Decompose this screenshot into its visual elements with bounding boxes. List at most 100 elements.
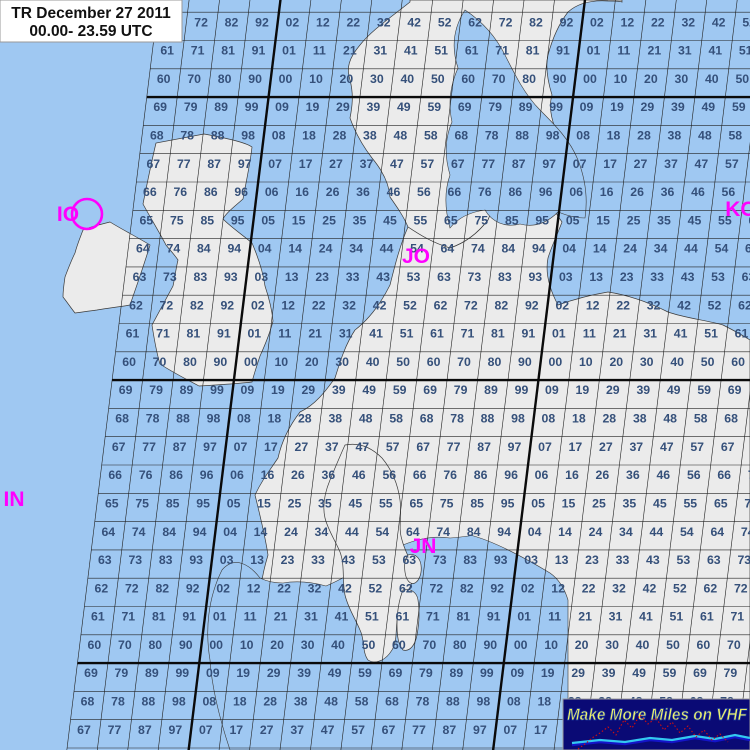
svg-text:35: 35 — [353, 213, 367, 227]
svg-text:50: 50 — [735, 72, 749, 86]
svg-text:87: 87 — [477, 440, 491, 454]
svg-text:44: 44 — [650, 525, 664, 539]
svg-text:61: 61 — [91, 610, 105, 624]
svg-text:00: 00 — [514, 638, 528, 652]
svg-text:98: 98 — [477, 695, 491, 709]
svg-text:25: 25 — [592, 496, 606, 510]
svg-text:93: 93 — [224, 270, 238, 284]
svg-text:03: 03 — [559, 270, 573, 284]
svg-text:10: 10 — [579, 355, 593, 369]
svg-text:47: 47 — [355, 440, 369, 454]
svg-text:44: 44 — [684, 242, 698, 256]
svg-text:27: 27 — [329, 157, 343, 171]
svg-text:72: 72 — [464, 298, 478, 312]
svg-text:97: 97 — [169, 723, 183, 737]
svg-text:39: 39 — [367, 100, 381, 114]
svg-text:41: 41 — [674, 327, 688, 341]
svg-text:33: 33 — [311, 553, 325, 567]
svg-text:99: 99 — [245, 100, 259, 114]
svg-text:62: 62 — [399, 581, 413, 595]
svg-text:31: 31 — [609, 610, 623, 624]
svg-text:76: 76 — [173, 185, 187, 199]
svg-text:07: 07 — [538, 440, 552, 454]
svg-text:32: 32 — [308, 581, 322, 595]
svg-text:31: 31 — [339, 327, 353, 341]
svg-text:95: 95 — [196, 496, 210, 510]
svg-text:22: 22 — [277, 581, 291, 595]
svg-text:69: 69 — [693, 666, 707, 680]
svg-text:05: 05 — [227, 496, 241, 510]
svg-text:84: 84 — [162, 525, 176, 539]
svg-text:01: 01 — [552, 327, 566, 341]
svg-text:98: 98 — [172, 695, 186, 709]
svg-text:88: 88 — [446, 695, 460, 709]
svg-text:02: 02 — [216, 581, 230, 595]
svg-text:58: 58 — [355, 695, 369, 709]
svg-text:43: 43 — [681, 270, 695, 284]
svg-text:01: 01 — [517, 610, 531, 624]
svg-text:73: 73 — [502, 0, 516, 1]
svg-text:09: 09 — [241, 383, 255, 397]
svg-text:36: 36 — [356, 185, 370, 199]
svg-text:00: 00 — [244, 355, 258, 369]
svg-text:89: 89 — [214, 100, 228, 114]
svg-text:38: 38 — [633, 412, 647, 426]
svg-text:73: 73 — [198, 0, 212, 1]
svg-text:20: 20 — [305, 355, 319, 369]
svg-text:23: 23 — [585, 553, 599, 567]
svg-text:47: 47 — [660, 440, 674, 454]
svg-text:21: 21 — [648, 44, 662, 58]
svg-text:65: 65 — [140, 213, 154, 227]
svg-text:47: 47 — [390, 157, 404, 171]
svg-text:10: 10 — [309, 72, 323, 86]
svg-text:39: 39 — [671, 100, 685, 114]
svg-text:23: 23 — [281, 553, 295, 567]
svg-text:20: 20 — [340, 72, 354, 86]
svg-text:45: 45 — [349, 496, 363, 510]
svg-text:70: 70 — [153, 355, 167, 369]
svg-text:40: 40 — [636, 638, 650, 652]
svg-text:83: 83 — [498, 270, 512, 284]
svg-text:45: 45 — [383, 213, 397, 227]
svg-text:71: 71 — [156, 327, 170, 341]
svg-text:51: 51 — [670, 610, 684, 624]
svg-text:50: 50 — [431, 72, 445, 86]
svg-text:26: 26 — [596, 468, 610, 482]
svg-text:70: 70 — [118, 638, 132, 652]
svg-text:52: 52 — [708, 298, 722, 312]
svg-text:74: 74 — [741, 525, 750, 539]
svg-text:99: 99 — [549, 100, 563, 114]
svg-text:85: 85 — [166, 496, 180, 510]
svg-text:37: 37 — [290, 723, 304, 737]
svg-text:79: 79 — [454, 383, 468, 397]
svg-text:99: 99 — [515, 383, 529, 397]
svg-text:32: 32 — [647, 298, 661, 312]
svg-text:06: 06 — [535, 468, 549, 482]
svg-text:67: 67 — [77, 723, 91, 737]
svg-text:60: 60 — [157, 72, 171, 86]
svg-text:28: 28 — [637, 129, 651, 143]
svg-text:70: 70 — [727, 638, 741, 652]
svg-text:49: 49 — [328, 666, 342, 680]
svg-text:75: 75 — [474, 213, 488, 227]
svg-text:24: 24 — [623, 242, 637, 256]
svg-text:72: 72 — [734, 581, 748, 595]
svg-text:31: 31 — [678, 44, 692, 58]
svg-text:94: 94 — [532, 242, 546, 256]
svg-text:82: 82 — [155, 581, 169, 595]
svg-text:68: 68 — [724, 412, 738, 426]
svg-text:33: 33 — [346, 270, 360, 284]
svg-text:52: 52 — [673, 581, 687, 595]
svg-text:77: 77 — [142, 440, 156, 454]
svg-text:57: 57 — [386, 440, 400, 454]
svg-text:64: 64 — [101, 525, 115, 539]
svg-text:89: 89 — [450, 666, 464, 680]
svg-text:79: 79 — [419, 666, 433, 680]
svg-text:91: 91 — [487, 610, 501, 624]
svg-text:69: 69 — [119, 383, 133, 397]
svg-text:45: 45 — [653, 496, 667, 510]
svg-text:10: 10 — [274, 355, 288, 369]
svg-text:93: 93 — [528, 270, 542, 284]
svg-text:28: 28 — [263, 695, 277, 709]
svg-text:61: 61 — [430, 327, 444, 341]
